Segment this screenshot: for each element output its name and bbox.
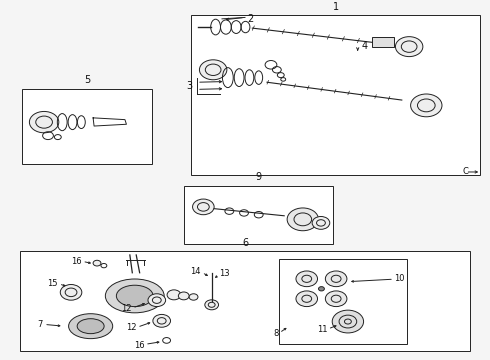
Text: 8: 8: [273, 329, 278, 338]
Text: 1: 1: [333, 2, 339, 12]
Circle shape: [296, 271, 318, 287]
Text: 5: 5: [84, 75, 90, 85]
Bar: [20, 251, 470, 351]
Circle shape: [332, 310, 364, 333]
Circle shape: [167, 290, 181, 300]
Text: 14: 14: [191, 267, 201, 276]
Circle shape: [178, 292, 189, 300]
Circle shape: [325, 271, 347, 287]
Bar: [372, 37, 394, 48]
Text: 2: 2: [247, 14, 254, 24]
Circle shape: [153, 314, 171, 327]
Circle shape: [189, 294, 198, 300]
Circle shape: [199, 60, 227, 80]
Ellipse shape: [69, 314, 113, 339]
Circle shape: [325, 291, 347, 307]
Circle shape: [93, 260, 101, 266]
Circle shape: [60, 284, 82, 300]
Circle shape: [318, 287, 324, 291]
Circle shape: [205, 300, 219, 310]
Circle shape: [148, 294, 166, 307]
Bar: [22, 89, 152, 164]
Text: 11: 11: [317, 325, 327, 334]
Bar: [279, 258, 407, 344]
Circle shape: [287, 208, 318, 231]
Text: 16: 16: [71, 257, 82, 266]
Ellipse shape: [117, 285, 153, 307]
Text: 4: 4: [362, 41, 368, 51]
Text: 7: 7: [38, 320, 43, 329]
Bar: [191, 15, 480, 175]
Circle shape: [411, 94, 442, 117]
Circle shape: [193, 199, 214, 215]
Ellipse shape: [77, 319, 104, 334]
Text: 16: 16: [134, 341, 145, 350]
Circle shape: [312, 216, 330, 229]
Circle shape: [395, 37, 423, 57]
Text: 10: 10: [394, 274, 405, 283]
Text: 12: 12: [121, 304, 131, 313]
Ellipse shape: [105, 279, 164, 313]
Text: 9: 9: [256, 172, 262, 182]
Text: 13: 13: [220, 269, 230, 278]
Text: 6: 6: [242, 238, 248, 248]
Text: 15: 15: [48, 279, 58, 288]
Text: 3: 3: [186, 81, 192, 91]
Circle shape: [296, 291, 318, 307]
Circle shape: [29, 112, 59, 133]
Text: 12: 12: [126, 323, 136, 332]
Bar: [184, 185, 333, 244]
Text: C: C: [462, 167, 468, 176]
